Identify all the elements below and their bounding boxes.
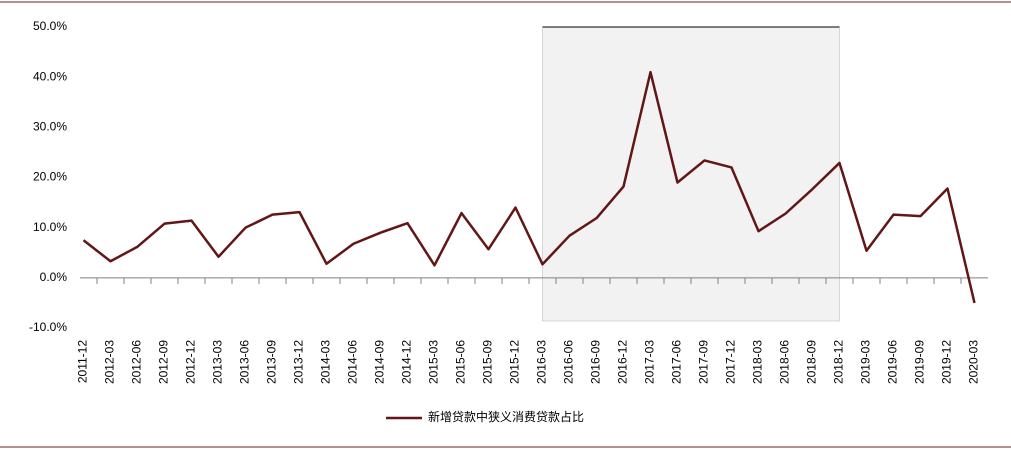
x-tick-label: 2016-06 [562, 340, 576, 384]
x-tick-label: 2016-09 [589, 340, 603, 384]
x-tick-label: 2018-09 [805, 340, 819, 384]
y-tick-label: 30.0% [33, 120, 67, 134]
x-tick-label: 2013-06 [238, 340, 252, 384]
legend-label: 新增贷款中狭义消费贷款占比 [428, 409, 584, 424]
x-tick-label: 2012-03 [103, 340, 117, 384]
x-tick-label: 2019-06 [886, 340, 900, 384]
x-tick-label: 2013-03 [211, 340, 225, 384]
x-tick-label: 2014-09 [373, 340, 387, 384]
y-tick-label: 50.0% [33, 19, 67, 33]
x-tick-label: 2017-06 [670, 340, 684, 384]
x-tick-label: 2020-03 [967, 340, 981, 384]
x-tick-label: 2016-03 [535, 340, 549, 384]
x-tick-label: 2016-12 [616, 340, 630, 384]
x-tick-label: 2017-09 [697, 340, 711, 384]
x-tick-label: 2013-12 [292, 340, 306, 384]
x-tick-label: 2018-03 [751, 340, 765, 384]
x-tick-label: 2015-12 [508, 340, 522, 384]
x-tick-label: 2014-12 [400, 340, 414, 384]
x-tick-label: 2015-09 [481, 340, 495, 384]
y-tick-label: -10.0% [29, 320, 67, 334]
x-tick-label: 2012-12 [184, 340, 198, 384]
x-tick-label: 2019-09 [913, 340, 927, 384]
y-tick-label: 10.0% [33, 220, 67, 234]
x-tick-label: 2018-06 [778, 340, 792, 384]
x-tick-label: 2015-03 [427, 340, 441, 384]
x-tick-label: 2012-06 [130, 340, 144, 384]
x-tick-label: 2018-12 [832, 340, 846, 384]
x-tick-label: 2017-12 [724, 340, 738, 384]
x-tick-label: 2015-06 [454, 340, 468, 384]
x-tick-label: 2013-09 [265, 340, 279, 384]
x-tick-label: 2014-06 [346, 340, 360, 384]
x-tick-label: 2012-09 [157, 340, 171, 384]
x-tick-label: 2019-12 [940, 340, 954, 384]
x-tick-label: 2014-03 [319, 340, 333, 384]
y-tick-label: 20.0% [33, 170, 67, 184]
series-line [82, 70, 976, 304]
x-tick-label: 2011-12 [76, 340, 90, 383]
x-tick-label: 2019-03 [859, 340, 873, 384]
highlight-region [542, 26, 840, 322]
x-tick-label: 2017-03 [643, 340, 657, 384]
y-tick-label: 0.0% [40, 270, 68, 284]
y-tick-label: 40.0% [33, 69, 67, 83]
